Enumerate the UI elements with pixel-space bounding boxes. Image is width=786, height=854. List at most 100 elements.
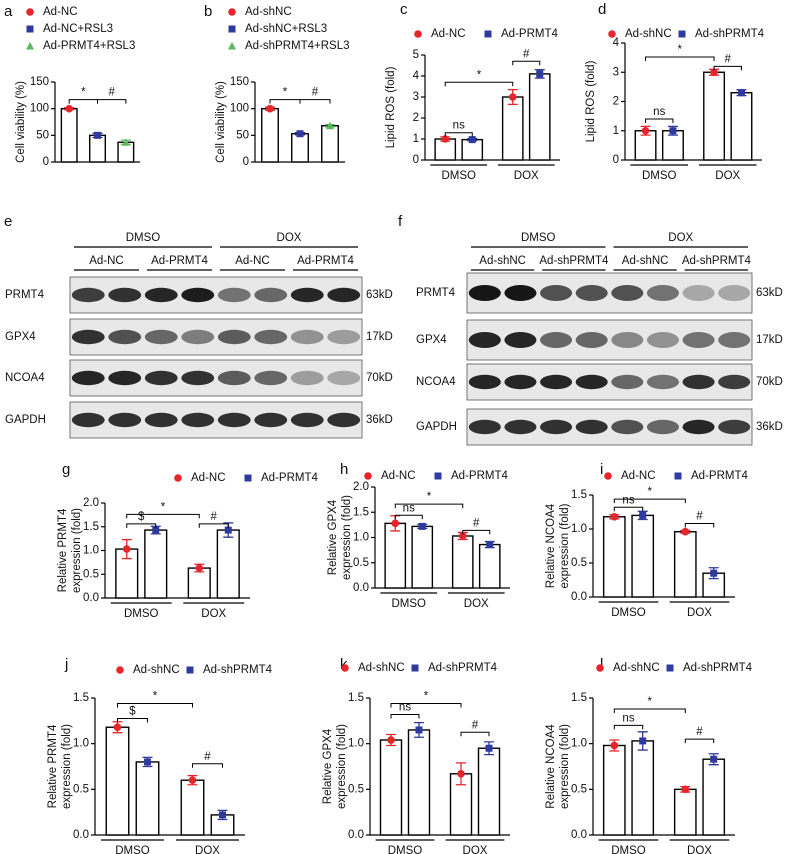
marker xyxy=(681,785,690,794)
blot-band xyxy=(611,374,644,390)
panel-letter: c xyxy=(400,1,408,18)
panel-letter: j xyxy=(64,656,68,673)
legend-label: Ad-NC xyxy=(621,470,656,482)
legend-label: Ad-PRMT4 xyxy=(501,28,558,40)
significance-bracket xyxy=(512,60,541,66)
significance-bracket xyxy=(117,718,148,723)
x-tick-label: DOX xyxy=(687,845,712,854)
y-axis-label: Lipid ROS (fold) xyxy=(385,66,397,148)
y-tick-label: 0.5 xyxy=(73,783,89,795)
protein-label: GAPDH xyxy=(5,414,46,426)
blot-band xyxy=(290,329,324,345)
marker xyxy=(457,770,465,778)
y-tick-label: 4 xyxy=(413,70,420,82)
y-tick-label: 3 xyxy=(413,91,419,103)
y-tick-label: 2.0 xyxy=(83,497,99,509)
marker xyxy=(228,25,236,33)
y-tick-label: 2 xyxy=(413,112,419,124)
significance-bracket xyxy=(613,498,686,504)
blot-band xyxy=(217,329,251,345)
significance-label: * xyxy=(424,691,429,703)
significance-bracket xyxy=(444,132,473,137)
marker xyxy=(387,736,395,744)
marker xyxy=(596,664,604,672)
significance-label: * xyxy=(81,87,86,99)
y-tick-label: 50 xyxy=(36,129,49,141)
legend-label: Ad-shNC xyxy=(613,662,660,674)
marker xyxy=(414,30,422,38)
y-tick-label: 1.0 xyxy=(353,532,369,544)
bar xyxy=(60,107,78,163)
marker xyxy=(26,8,34,16)
y-axis-label: expression (fold) xyxy=(61,724,73,809)
marker xyxy=(228,8,236,16)
marker xyxy=(639,511,647,519)
protein-label: GPX4 xyxy=(416,334,447,346)
y-tick-label: 1.5 xyxy=(571,692,587,704)
y-tick-label: 0 xyxy=(613,154,619,166)
legend-label: Ad-NC xyxy=(431,28,466,40)
marker xyxy=(710,755,718,763)
blot-band xyxy=(611,332,644,348)
legend-label: Ad-NC xyxy=(43,6,78,18)
y-tick-label: 4 xyxy=(613,37,620,49)
marker xyxy=(411,664,419,672)
group-label: DMSO xyxy=(521,232,556,244)
significance-bracket xyxy=(126,513,200,519)
lane-label: Ad-shPRMT4 xyxy=(539,255,609,267)
panel-letter: a xyxy=(4,3,13,20)
x-tick-label: DMSO xyxy=(392,598,427,610)
lane-label: Ad-PRMT4 xyxy=(151,255,208,267)
y-tick-label: 1.0 xyxy=(83,545,99,557)
y-axis-label: Relative GPX4 xyxy=(322,728,334,804)
blot-band xyxy=(254,329,288,345)
panel-letter: i xyxy=(600,461,603,478)
x-tick-label: DMSO xyxy=(611,607,646,619)
group-label: DOX xyxy=(277,232,302,244)
marker xyxy=(228,42,236,50)
y-tick-label: 1 xyxy=(413,133,419,145)
y-tick-label: 1.5 xyxy=(348,692,364,704)
legend-label: Ad-PRMT4+RSL3 xyxy=(43,40,135,52)
blot-band xyxy=(254,412,288,428)
bar xyxy=(673,788,697,836)
bar xyxy=(730,92,753,161)
panel-letter: h xyxy=(340,461,348,478)
blot-band xyxy=(290,412,324,428)
significance-label: * xyxy=(648,486,653,498)
marker xyxy=(441,135,450,143)
blot-band xyxy=(181,370,215,386)
y-tick-label: 1.5 xyxy=(353,506,369,518)
marker xyxy=(122,545,131,553)
significance-bracket xyxy=(613,506,644,512)
significance-label: ns xyxy=(403,502,415,514)
size-label: 63kD xyxy=(756,287,783,299)
blot-band xyxy=(468,285,501,301)
significance-label: # xyxy=(696,726,703,738)
blot-band xyxy=(504,285,537,301)
x-tick-label: DOX xyxy=(195,845,220,854)
marker xyxy=(266,104,274,113)
y-tick-label: 150 xyxy=(230,76,249,88)
marker xyxy=(224,526,232,534)
significance-bracket xyxy=(713,65,742,71)
bar xyxy=(501,96,524,161)
protein-label: GAPDH xyxy=(416,421,457,433)
x-tick-label: DOX xyxy=(687,607,712,619)
significance-bracket xyxy=(97,99,127,104)
significance-label: ns xyxy=(622,494,634,506)
bar xyxy=(261,107,279,163)
significance-bracket xyxy=(645,56,715,62)
blot-band xyxy=(181,412,215,428)
marker xyxy=(113,723,122,732)
blot-band xyxy=(327,370,361,386)
legend-label: Ad-shNC xyxy=(245,6,292,18)
bar xyxy=(321,125,339,163)
protein-label: PRMT4 xyxy=(416,287,456,299)
y-tick-label: 1.5 xyxy=(83,521,99,533)
y-tick-label: 0.5 xyxy=(348,783,364,795)
y-tick-label: 1.0 xyxy=(348,738,364,750)
significance-label: * xyxy=(283,87,288,99)
bar xyxy=(703,71,726,161)
